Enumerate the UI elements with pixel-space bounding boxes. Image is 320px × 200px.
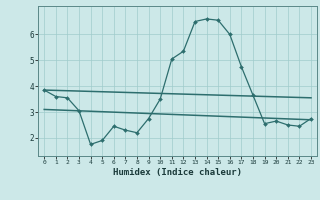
X-axis label: Humidex (Indice chaleur): Humidex (Indice chaleur) [113,168,242,177]
